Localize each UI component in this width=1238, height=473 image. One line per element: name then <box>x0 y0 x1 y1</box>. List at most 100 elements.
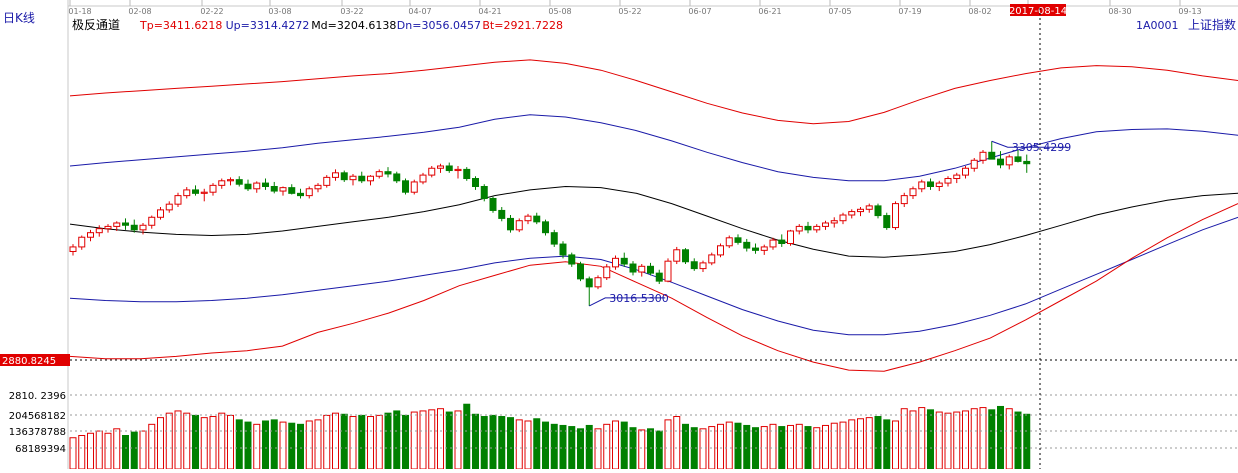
volume-bar-down <box>244 421 252 470</box>
candle-up <box>209 184 217 193</box>
candle-up <box>760 246 768 251</box>
candle-down <box>752 247 759 251</box>
candle-up <box>892 203 899 229</box>
candle-down <box>244 183 252 190</box>
candle-up <box>437 165 444 169</box>
volume-bar-up <box>953 411 961 470</box>
candle-up <box>970 159 978 169</box>
volume-bar-up <box>839 421 847 470</box>
indicator-name[interactable]: 极反通道 <box>72 18 120 32</box>
candle-up <box>200 191 208 194</box>
candle-up <box>174 195 182 205</box>
candle-up <box>367 175 374 182</box>
candle-up <box>95 228 103 234</box>
candle-down <box>463 168 471 180</box>
x-tick-label: 2017-08-14 <box>1009 6 1067 17</box>
volume-bar-down <box>542 421 549 470</box>
volume-bar-down <box>1023 413 1031 470</box>
volume-bar-up <box>95 430 103 470</box>
candle-up <box>419 174 427 183</box>
volume-bar-up <box>612 420 619 470</box>
candle-up <box>218 180 226 186</box>
price-marker-box <box>0 354 70 366</box>
volume-bar-up <box>367 416 374 470</box>
candle-up <box>638 265 646 273</box>
x-tick-label: 06-21 <box>758 7 781 16</box>
volume-bar-up <box>900 408 908 470</box>
candle-up <box>839 214 847 222</box>
volume-bar-up <box>673 416 681 470</box>
volume-bar-up <box>428 409 436 470</box>
candle-up <box>830 220 838 224</box>
candle-up <box>962 167 969 176</box>
candle-down <box>192 189 199 194</box>
candle-down <box>1014 156 1022 162</box>
candle-up <box>227 179 234 182</box>
x-tick-label: 05-22 <box>618 7 641 16</box>
candle-down <box>533 215 541 223</box>
x-tick-label: 07-05 <box>828 7 851 16</box>
candle-up <box>524 215 532 222</box>
candle-down <box>384 171 392 175</box>
volume-bar-down <box>883 419 891 470</box>
x-tick-label: 03-22 <box>340 7 363 16</box>
volume-bar-up <box>664 419 672 470</box>
volume-bar-up <box>437 408 444 470</box>
candle-down <box>620 257 628 265</box>
indicator-param-2: Md=3204.6138 <box>311 19 396 32</box>
symbol-name[interactable]: 上证指数 <box>1188 17 1236 32</box>
candle-up <box>1005 156 1013 166</box>
band-bottom <box>69 203 1238 372</box>
candle-up <box>953 174 961 180</box>
band-upper <box>69 114 1238 182</box>
candle-down <box>270 186 278 192</box>
candle-down <box>778 239 786 245</box>
candle-down <box>445 165 453 172</box>
volume-bar-up <box>87 432 94 470</box>
price-marker-label: 2880.8245 <box>2 356 56 367</box>
volume-bar-down <box>358 414 366 470</box>
annotation-high: 3305.4299 <box>1012 141 1072 154</box>
candle-down <box>743 241 751 249</box>
volume-bar-up <box>892 420 899 470</box>
channel-bands <box>69 59 1238 372</box>
volume-bar-up <box>410 411 418 470</box>
candle-down <box>734 237 742 243</box>
volume-bar-down <box>988 409 996 470</box>
volume-bar-down <box>585 424 593 470</box>
annotation-leader <box>589 297 666 307</box>
candle-up <box>113 222 121 227</box>
volume-bar-up <box>857 418 864 470</box>
volume-bar-up <box>725 421 733 470</box>
volume-bar-down <box>927 409 934 470</box>
candle-up <box>900 195 908 205</box>
candle-up <box>332 172 339 178</box>
period-label[interactable]: 日K线 <box>3 11 35 25</box>
band-top <box>69 59 1238 125</box>
candle-up <box>787 230 794 245</box>
candle-up <box>813 225 821 231</box>
candle-up <box>279 187 287 192</box>
volume-axis: 2810. 2396 204568182 136378788 68189394 <box>9 391 1238 455</box>
candle-down <box>568 254 576 265</box>
volume-bar-down <box>874 416 882 470</box>
volume-bar-down <box>507 417 514 470</box>
candle-up <box>699 262 707 270</box>
volume-bar-down <box>445 411 453 470</box>
candle-down <box>883 215 891 229</box>
volume-bar-up <box>139 430 147 470</box>
volume-bar-down <box>122 435 129 470</box>
volume-bar-down <box>997 405 1004 470</box>
volume-bar-up <box>454 410 462 470</box>
candle-up <box>515 220 523 231</box>
volume-bar-down <box>1014 411 1022 470</box>
volume-bar-up <box>218 412 226 470</box>
annotation-low: 3016.5300 <box>609 292 669 305</box>
band-lower <box>69 216 1238 336</box>
volume-bar-up <box>104 432 112 470</box>
x-tick-label: 07-19 <box>898 7 921 16</box>
candle-up <box>612 257 619 268</box>
candle-up <box>69 246 77 252</box>
